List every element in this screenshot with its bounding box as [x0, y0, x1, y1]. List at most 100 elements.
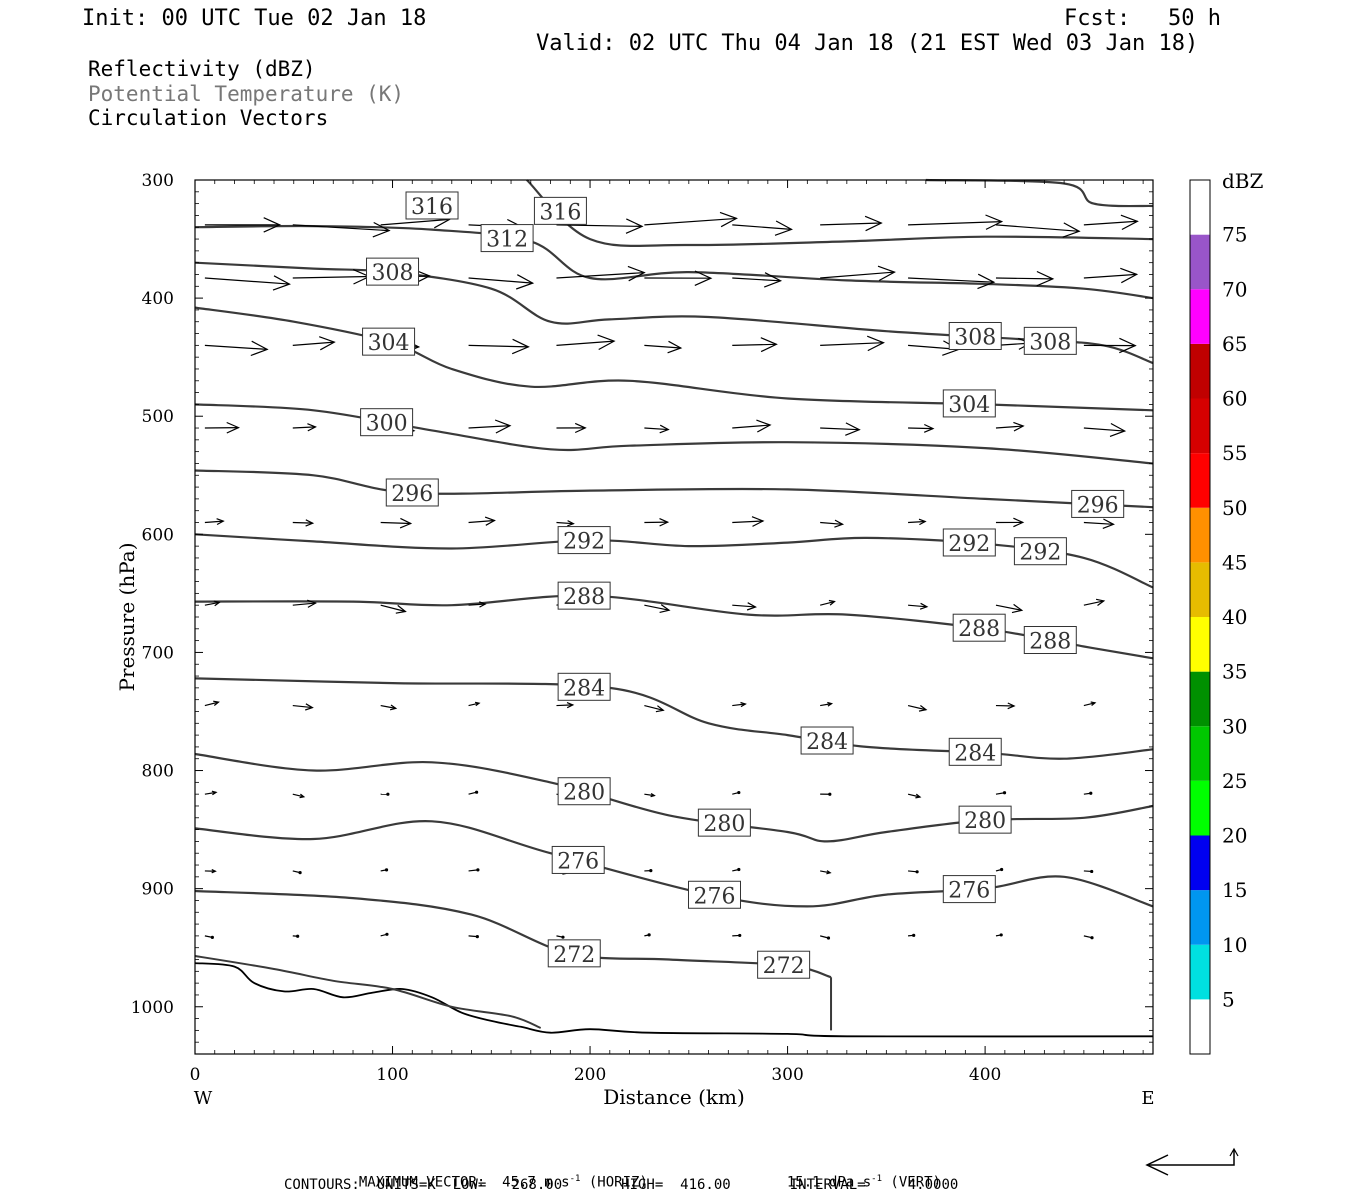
contour-label-box: [757, 950, 811, 979]
contour-label-304: 304: [362, 327, 416, 356]
horiz-label: (HORIZ): [580, 1174, 648, 1191]
vector-head: [1002, 791, 1007, 795]
vector-shaft: [468, 425, 511, 429]
contour-label-box: [1013, 537, 1067, 566]
contour-label-text: 280: [563, 781, 605, 806]
y-tick-label: 600: [142, 525, 174, 545]
vector-head: [828, 792, 832, 796]
circulation-vector: [468, 790, 479, 795]
axes-layer: 300 400 500 600 700 800 900 1000 0 100 200 300 400 W E…: [115, 171, 1155, 1109]
vector-shaft: [380, 521, 411, 525]
circulation-vector: [292, 423, 317, 432]
isentrope-276: [194, 820, 1154, 908]
circulation-vector: [820, 792, 832, 796]
circulation-vector: [732, 337, 778, 353]
vector-shaft: [908, 427, 933, 430]
vector-head: [213, 600, 221, 607]
circulation-vector: [292, 221, 391, 238]
vector-shaft: [468, 702, 480, 707]
contour-label-text: 300: [366, 412, 408, 437]
vector-head: [211, 790, 218, 796]
circulation-vector: [732, 867, 741, 872]
max-vector-vert-value: 15.1 dPa s: [786, 1174, 872, 1191]
vector-shaft: [380, 704, 396, 709]
circulation-vector: [908, 602, 929, 610]
vector-head: [213, 700, 220, 706]
contour-label-308: 308: [366, 257, 420, 286]
vector-shaft: [380, 604, 406, 613]
circulation-vector: [644, 518, 670, 527]
vector-head: [923, 423, 935, 433]
vector-shaft: [820, 427, 860, 431]
colorbar-segment: [1190, 507, 1210, 563]
circulation-vector: [732, 790, 741, 795]
colorbar-label: 25: [1222, 769, 1247, 793]
contour-label-box: [1071, 489, 1125, 518]
vector-head: [918, 705, 928, 712]
legend-reflectivity: Reflectivity (dBZ): [88, 57, 316, 81]
vector-head: [774, 220, 793, 236]
x-tick-label: 300: [771, 1065, 803, 1085]
vector-head: [1011, 603, 1024, 614]
contour-label-text: 296: [1077, 493, 1119, 518]
colorbar-segment: [1190, 180, 1210, 235]
x-axis-title: Distance (km): [603, 1085, 745, 1109]
vector-shaft: [995, 224, 1080, 232]
contour-label-316: 316: [405, 191, 459, 220]
colorbar-label: 40: [1222, 605, 1247, 629]
circulation-vector: [908, 214, 1004, 230]
vector-shaft: [556, 340, 615, 346]
x-end-label-west: W: [194, 1088, 213, 1109]
colorbar-segment: [1190, 289, 1210, 344]
circulation-vector: [644, 869, 653, 873]
circulation-vector: [644, 211, 738, 228]
circulation-vector: [732, 272, 783, 288]
vector-shaft: [556, 272, 645, 279]
vector-head: [1095, 598, 1106, 606]
vector-shaft: [1083, 427, 1125, 432]
x-tick-label: 100: [376, 1065, 408, 1085]
vector-head: [1090, 701, 1097, 706]
legend-potential-temperature: Potential Temperature (K): [88, 82, 405, 106]
vector-shaft: [907, 793, 921, 798]
vector-head: [1089, 791, 1093, 795]
contour-label-284: 284: [557, 672, 611, 701]
circulation-vector: [204, 421, 240, 434]
vector-head: [307, 423, 317, 432]
vector-shaft: [380, 218, 450, 226]
isentrope-300: [194, 403, 1154, 465]
vector-head: [272, 275, 291, 291]
y-tick-label: 300: [142, 171, 174, 191]
contour-label-text: 272: [553, 943, 595, 968]
vector-shaft: [908, 604, 927, 608]
vector-shaft: [732, 343, 777, 346]
vector-shaft: [292, 793, 304, 798]
circulation-vector: [644, 704, 665, 713]
circulation-vector: [1083, 598, 1106, 606]
contour-label-296: 296: [1071, 489, 1125, 518]
circulation-vector: [732, 701, 747, 708]
colorbar-label: 55: [1222, 441, 1247, 465]
vector-head: [649, 869, 653, 873]
circulation-vector: [468, 601, 487, 608]
contour-label-box: [948, 737, 1002, 766]
circulation-vector: [820, 935, 831, 940]
circulation-vector: [204, 935, 214, 939]
circulation-vector: [292, 599, 317, 608]
terrain-line: [194, 962, 1154, 1038]
colorbar-segment: [1190, 780, 1210, 836]
vector-head: [210, 935, 214, 939]
circulation-vector: [468, 935, 479, 939]
vector-head: [299, 793, 306, 799]
circulation-vector: [380, 704, 398, 711]
vector-shaft: [292, 521, 313, 524]
contour-label-layer: 316 316 312 308 308 308 304 304 300 296 296 292 292 2…: [360, 191, 1125, 979]
terrain-contour: [194, 955, 542, 1029]
colorbar-label: 45: [1222, 550, 1247, 574]
colorbar-segment: [1190, 343, 1210, 399]
contour-label-272: 272: [757, 950, 811, 979]
vector-shaft: [820, 521, 843, 525]
contour-label-300: 300: [360, 408, 414, 437]
vector-shaft: [468, 277, 533, 284]
vert-label: (VERT): [882, 1174, 942, 1191]
